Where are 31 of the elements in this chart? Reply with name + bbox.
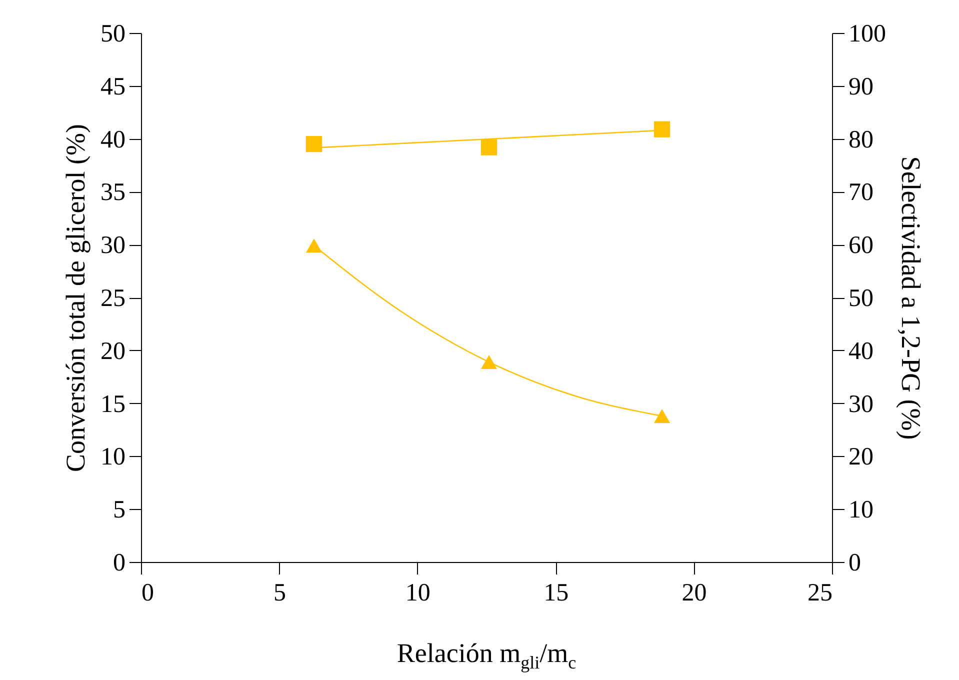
y-tick-label: 40 <box>100 126 126 154</box>
y-tick-label: 30 <box>100 232 126 260</box>
y2-tick-label: 10 <box>848 496 874 524</box>
y-tick-label: 35 <box>100 179 126 206</box>
y2-axis-title: Selectividad a 1,2-PG (%) <box>896 156 926 440</box>
y2-tick-label: 70 <box>848 179 874 206</box>
x-tick-label: 20 <box>682 580 707 606</box>
x-tick-label: 5 <box>273 580 286 606</box>
y-tick-label: 50 <box>100 20 126 48</box>
y-tick-label: 10 <box>100 444 126 471</box>
y2-tick-label: 50 <box>848 285 874 312</box>
y-tick-label: 15 <box>100 390 126 418</box>
x-tick-label: 15 <box>544 580 569 606</box>
y2-tick-label: 100 <box>848 20 886 48</box>
y-tick-label: 45 <box>100 73 126 100</box>
y2-tick-label: 20 <box>848 444 874 471</box>
y-tick-label: 20 <box>100 338 126 365</box>
y-tick-label: 25 <box>100 285 126 312</box>
x-tick-label: 0 <box>142 580 154 606</box>
y2-tick-label: 40 <box>848 338 874 365</box>
y2-tick-label: 90 <box>848 73 874 100</box>
y2-tick-label: 30 <box>848 390 874 418</box>
x-axis-title: Relación m$_{gli}$/m$_{c}$ <box>396 638 578 674</box>
y2-tick-label: 60 <box>848 232 874 260</box>
y2-tick-label: 0 <box>848 550 861 576</box>
y-axis-title: Conversión total de glicerol (%) <box>60 124 90 472</box>
y2-tick-label: 80 <box>848 126 874 154</box>
x-tick-label: 25 <box>808 580 832 606</box>
x-tick-label: 10 <box>405 580 430 606</box>
y-tick-label: 5 <box>113 496 126 524</box>
y-tick-label: 0 <box>113 550 126 576</box>
